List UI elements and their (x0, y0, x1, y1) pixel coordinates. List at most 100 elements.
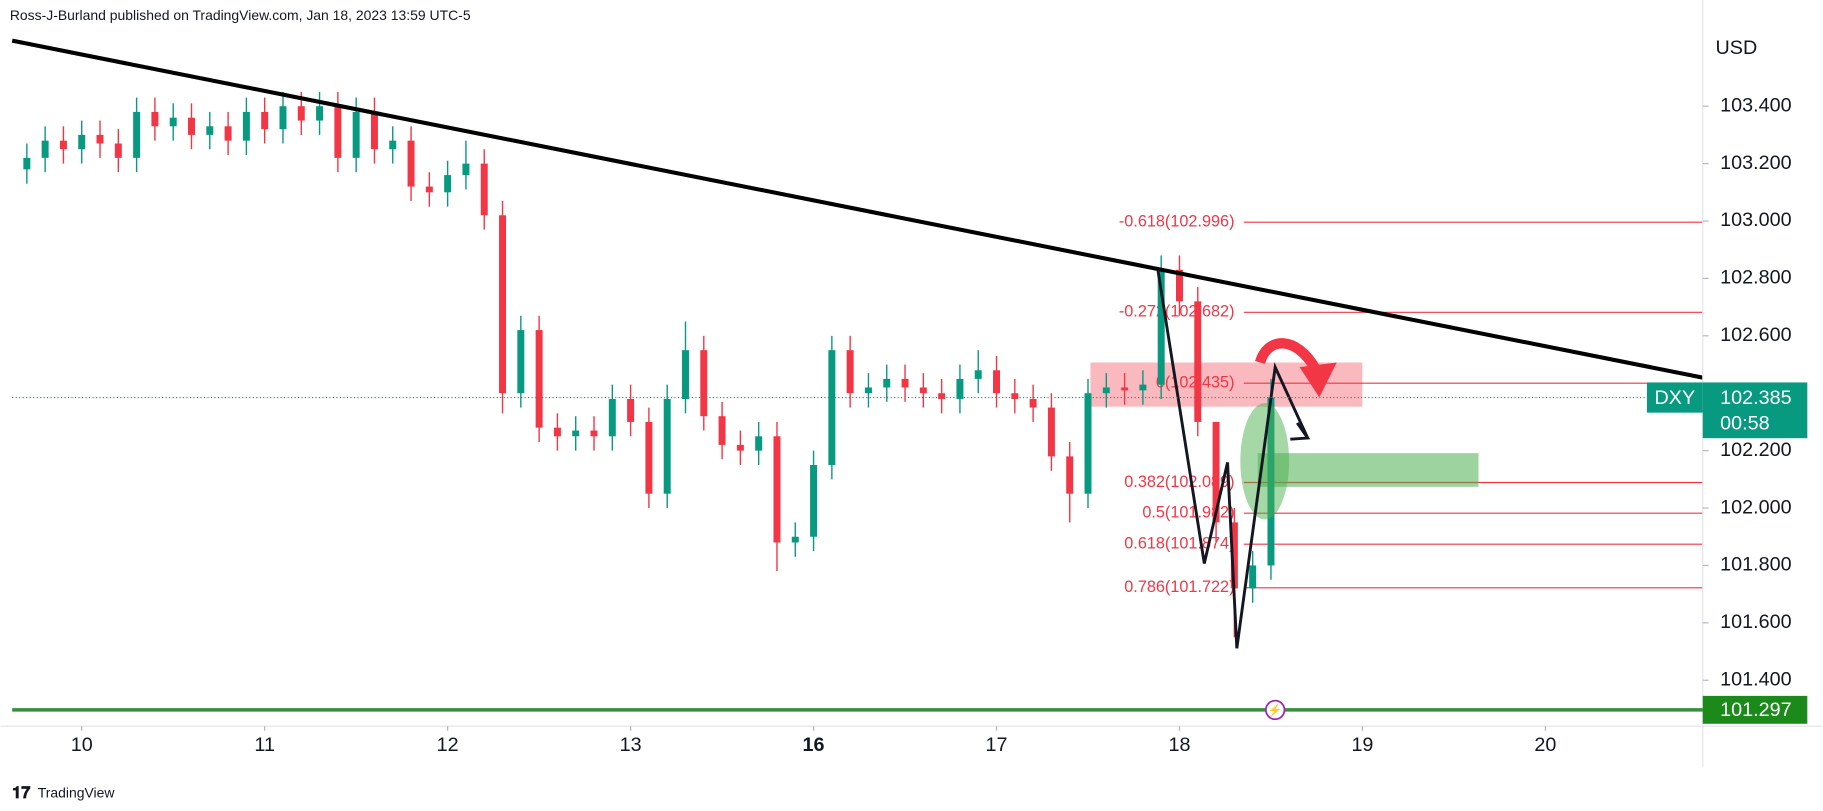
candle-body (535, 330, 543, 428)
x-tick-label: 13 (620, 734, 642, 756)
target-zone (1257, 453, 1479, 487)
candle-body (206, 126, 214, 135)
fib-label: 0.618(101.874) (1124, 535, 1234, 553)
candle-body (810, 464, 818, 537)
logo-mark: 𝟏𝟕 (12, 784, 30, 802)
x-tick-label: 10 (71, 734, 93, 756)
y-tick-label: 102.000 (1720, 496, 1791, 518)
candle-body (261, 111, 269, 130)
highlight-ellipse (1240, 403, 1290, 520)
candle-body (224, 126, 232, 141)
candle-body (23, 157, 31, 170)
y-tick-label: 103.400 (1720, 94, 1791, 116)
candle-body (755, 436, 763, 451)
fib-label: 0.5(101.982) (1142, 504, 1234, 522)
candle-body (901, 378, 909, 388)
candle-body (883, 378, 891, 388)
candle-body (682, 350, 689, 399)
candle-body (462, 163, 470, 176)
candle-body (1212, 421, 1220, 523)
y-tick-label: 102.200 (1720, 439, 1791, 461)
candle-body (1084, 393, 1092, 494)
x-tick-label: 20 (1534, 734, 1556, 756)
x-tick-label: 12 (437, 734, 459, 756)
candle-body (1249, 565, 1257, 589)
candle-body (846, 350, 854, 394)
event-icon-glyph: ⚡ (1268, 703, 1282, 717)
support-badge (1702, 695, 1808, 724)
candle-body (316, 106, 324, 121)
candle-body (590, 430, 598, 437)
support-label: 101.297 (1720, 699, 1791, 721)
zigzag-pattern (1156, 269, 1310, 649)
last-price-label: 102.385 (1720, 387, 1791, 409)
candle-body (151, 111, 159, 127)
candle-body (41, 140, 49, 158)
currency: USD (1716, 37, 1758, 59)
candle-body (919, 387, 927, 394)
candle-body (645, 421, 653, 494)
candle-body (1139, 384, 1147, 391)
candle-body (1102, 387, 1110, 394)
fib-label: 0.786(101.722) (1124, 578, 1234, 596)
candle-body (444, 175, 452, 193)
header: Ross-J-Burland published on TradingView.… (10, 7, 471, 23)
price-badge (1702, 382, 1808, 439)
trend-line (11, 38, 1704, 380)
fib-label: 0.382(102.089) (1124, 473, 1234, 491)
fib-label: -0.272(102.682) (1119, 303, 1235, 321)
candle-body (773, 436, 781, 543)
candle-body (59, 140, 67, 150)
footer: TradingView (38, 784, 116, 800)
candle-body (1066, 456, 1074, 494)
y-tick-label: 103.000 (1720, 209, 1791, 231)
candle-body (407, 140, 415, 187)
candle-body (1175, 269, 1183, 302)
candle-body (572, 430, 580, 437)
fib-label: -0.618(102.996) (1119, 212, 1235, 230)
y-tick-label: 101.600 (1720, 611, 1791, 633)
candle-body (993, 370, 1001, 394)
symbol-label: DXY (1655, 387, 1696, 409)
candle-body (956, 378, 964, 399)
x-tick-label: 11 (254, 734, 275, 756)
candle-body (96, 134, 104, 144)
candle-body (334, 106, 342, 158)
candle-body (1157, 269, 1165, 385)
candle-body (188, 117, 195, 135)
y-tick-label: 103.200 (1720, 152, 1791, 174)
candle-body (1194, 301, 1202, 422)
candle-body (78, 134, 86, 150)
event-icon (1265, 699, 1286, 721)
x-tick-label: 18 (1168, 734, 1190, 756)
candle-body (938, 393, 946, 399)
candle-body (297, 106, 305, 121)
candle-body (627, 398, 635, 422)
candle-body (133, 111, 141, 158)
x-tick-label: 17 (986, 734, 1008, 756)
candle-body (1230, 522, 1238, 589)
candle-body (1121, 387, 1129, 391)
y-tick-label: 101.800 (1720, 554, 1791, 576)
candle-body (169, 117, 177, 127)
candle-body (663, 398, 671, 494)
candle-body (114, 143, 122, 158)
candle-body (242, 111, 250, 141)
candle-body (480, 163, 488, 216)
candle-body (389, 140, 397, 150)
x-tick-label: 16 (803, 734, 825, 756)
candle-body (1029, 398, 1037, 408)
reversal-arrow (1255, 338, 1321, 373)
reversal-arrowhead (1299, 362, 1337, 398)
candle-body (553, 427, 561, 437)
candle-body (279, 106, 287, 130)
candle-body (425, 186, 433, 193)
symbol-badge (1646, 382, 1703, 413)
candle-body (864, 387, 872, 394)
candle-body (1011, 393, 1019, 399)
candle-body (517, 330, 525, 394)
y-tick-label: 102.800 (1720, 267, 1791, 289)
